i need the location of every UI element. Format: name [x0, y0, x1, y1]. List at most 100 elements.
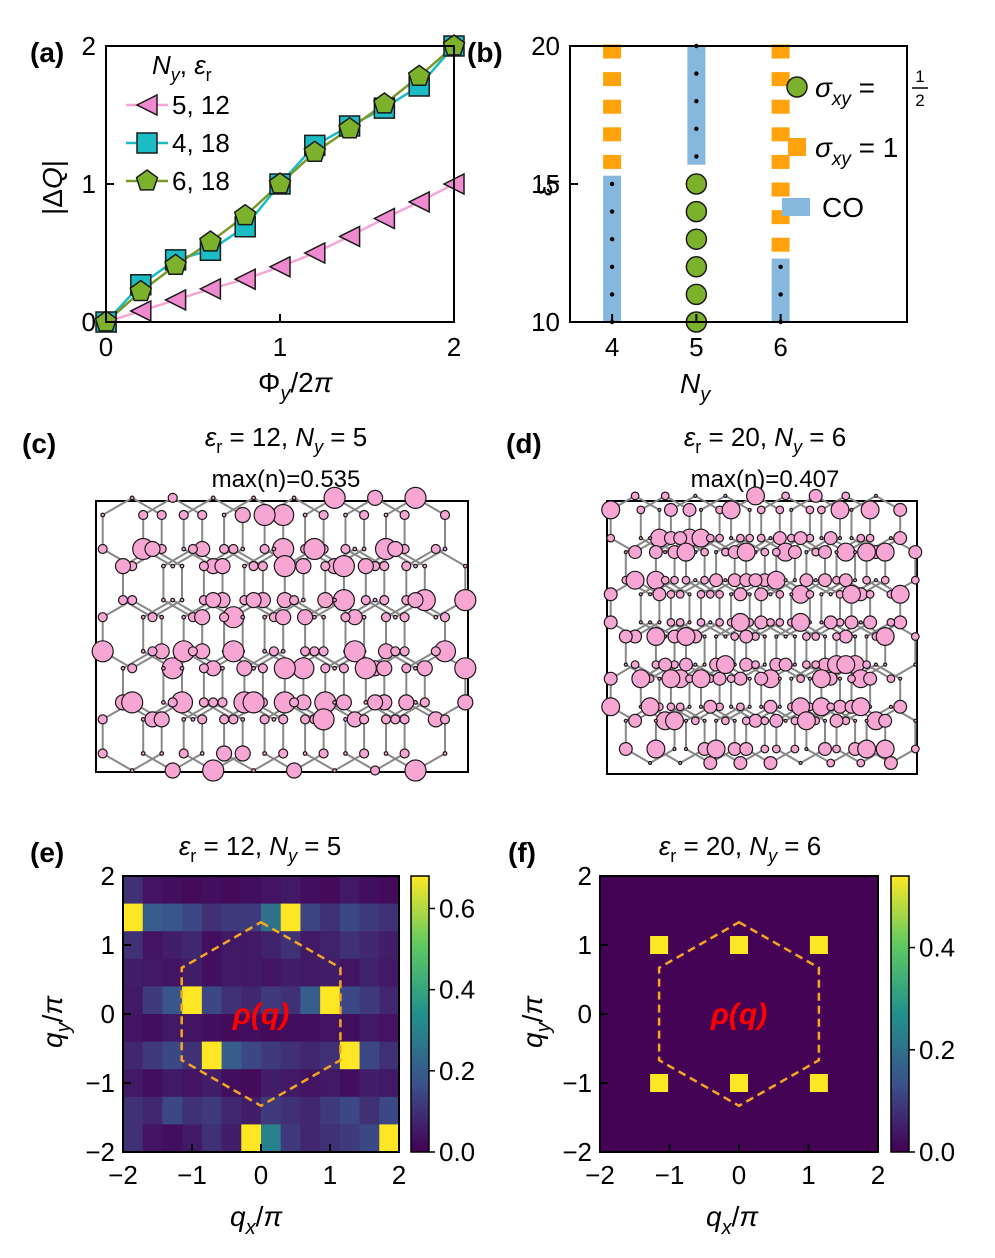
- heat-cell-e-8-7: [261, 1096, 282, 1125]
- heat-cell-e-8-9: [300, 1096, 321, 1125]
- heat-cell-e-1-0: [123, 903, 144, 932]
- site-285: [703, 699, 718, 714]
- bond-222: [304, 752, 336, 772]
- site-87: [387, 540, 404, 558]
- heat-cell-e-1-2: [162, 903, 183, 932]
- site-187: [739, 657, 754, 672]
- site-10: [197, 509, 208, 521]
- site-292: [760, 716, 770, 726]
- site-230: [343, 717, 348, 722]
- x-tick-label-a-0: 0: [99, 332, 113, 362]
- panel-label-d: (d): [506, 428, 542, 459]
- site-0: [628, 545, 643, 560]
- site-250: [807, 676, 813, 681]
- site-88: [422, 563, 428, 569]
- site-116: [638, 592, 643, 597]
- heat-cell-e-9-13: [379, 1124, 399, 1152]
- site-306: [826, 758, 836, 768]
- site-214: [910, 632, 920, 641]
- site-39: [808, 488, 823, 503]
- site-118: [687, 592, 692, 597]
- site-54: [647, 592, 653, 597]
- site-278: [653, 718, 659, 723]
- site-75: [736, 533, 745, 543]
- x-tick-label-f-1: −1: [655, 1160, 685, 1190]
- site-277: [646, 739, 666, 759]
- cb-tick-label-f-1: 0.2: [919, 1035, 955, 1065]
- heat-cell-e-4-6: [241, 986, 262, 1015]
- legend-marker-a-0: [135, 93, 158, 117]
- site-62: [198, 560, 209, 572]
- site-178: [376, 660, 393, 677]
- heat-cell-e-0-13: [379, 876, 399, 905]
- site-199: [802, 660, 811, 669]
- data-point-2-6: [303, 140, 327, 162]
- site-272: [623, 718, 628, 723]
- site-322: [913, 718, 918, 723]
- bond-197: [131, 752, 163, 772]
- site-63: [673, 531, 688, 546]
- bond-290: [715, 705, 741, 722]
- y-tick-label-b-0: 10: [531, 307, 560, 337]
- site-37: [340, 543, 351, 555]
- sigma1-marker-6-2: [771, 182, 790, 197]
- co-dot-5-3: [694, 71, 699, 76]
- y-tick-label-f-1: −1: [562, 1068, 592, 1098]
- bond-215: [253, 752, 284, 772]
- site-199: [140, 751, 146, 756]
- heat-cell-e-2-6: [241, 931, 262, 960]
- site-146: [120, 665, 126, 671]
- svg-text:2: 2: [915, 91, 924, 110]
- data-point-0-8: [372, 207, 396, 230]
- site-126: [332, 665, 338, 671]
- site-66: [705, 589, 715, 599]
- site-175: [678, 657, 693, 672]
- bond-8: [640, 495, 666, 511]
- site-173: [335, 694, 352, 711]
- site-296: [741, 716, 751, 726]
- site-221: [318, 748, 329, 759]
- site-238: [439, 714, 451, 725]
- site-244: [777, 676, 782, 681]
- ticks-a: 0 1 2 0 1 2: [82, 31, 462, 362]
- y-axis-label-f: qy/π: [517, 995, 555, 1048]
- x-tick-label-e-4: 2: [392, 1160, 406, 1190]
- site-319: [857, 739, 877, 759]
- sigma1-marker-4-1: [603, 127, 622, 142]
- site-300: [798, 760, 803, 766]
- site-206: [832, 632, 841, 641]
- heat-cell-e-0-2: [162, 876, 183, 905]
- site-43: [819, 535, 824, 541]
- site-104: [857, 542, 877, 562]
- site-153: [838, 573, 853, 588]
- site-178: [730, 632, 740, 641]
- site-171: [675, 618, 685, 627]
- site-47: [442, 546, 448, 552]
- legend-marker-a-1: [136, 132, 158, 154]
- x-tick-label-b-2: 6: [773, 332, 787, 362]
- heat-cell-e-4-0: [123, 986, 144, 1015]
- site-190: [792, 634, 798, 639]
- site-33: [323, 486, 346, 509]
- overlay-e: ρ(q): [180, 920, 342, 1108]
- site-151: [160, 700, 166, 705]
- heat-cell-e-8-5: [221, 1096, 242, 1125]
- site-27: [745, 486, 765, 506]
- bond-123: [293, 599, 325, 619]
- heat-cell-e-7-10: [320, 1069, 341, 1098]
- svg-text:1: 1: [915, 67, 924, 86]
- heat-peak-f-1: [730, 936, 748, 954]
- site-228: [370, 765, 381, 776]
- x-tick-label-e-1: −1: [177, 1160, 207, 1190]
- bond-212: [866, 621, 892, 638]
- site-106: [908, 545, 923, 560]
- site-191: [792, 662, 798, 667]
- site-304: [822, 718, 828, 723]
- site-9: [660, 491, 670, 501]
- heat-cell-e-1-12: [359, 903, 380, 932]
- site-42: [413, 563, 418, 569]
- site-151: [819, 620, 824, 625]
- data-point-0-3: [198, 277, 222, 301]
- site-183: [730, 612, 750, 632]
